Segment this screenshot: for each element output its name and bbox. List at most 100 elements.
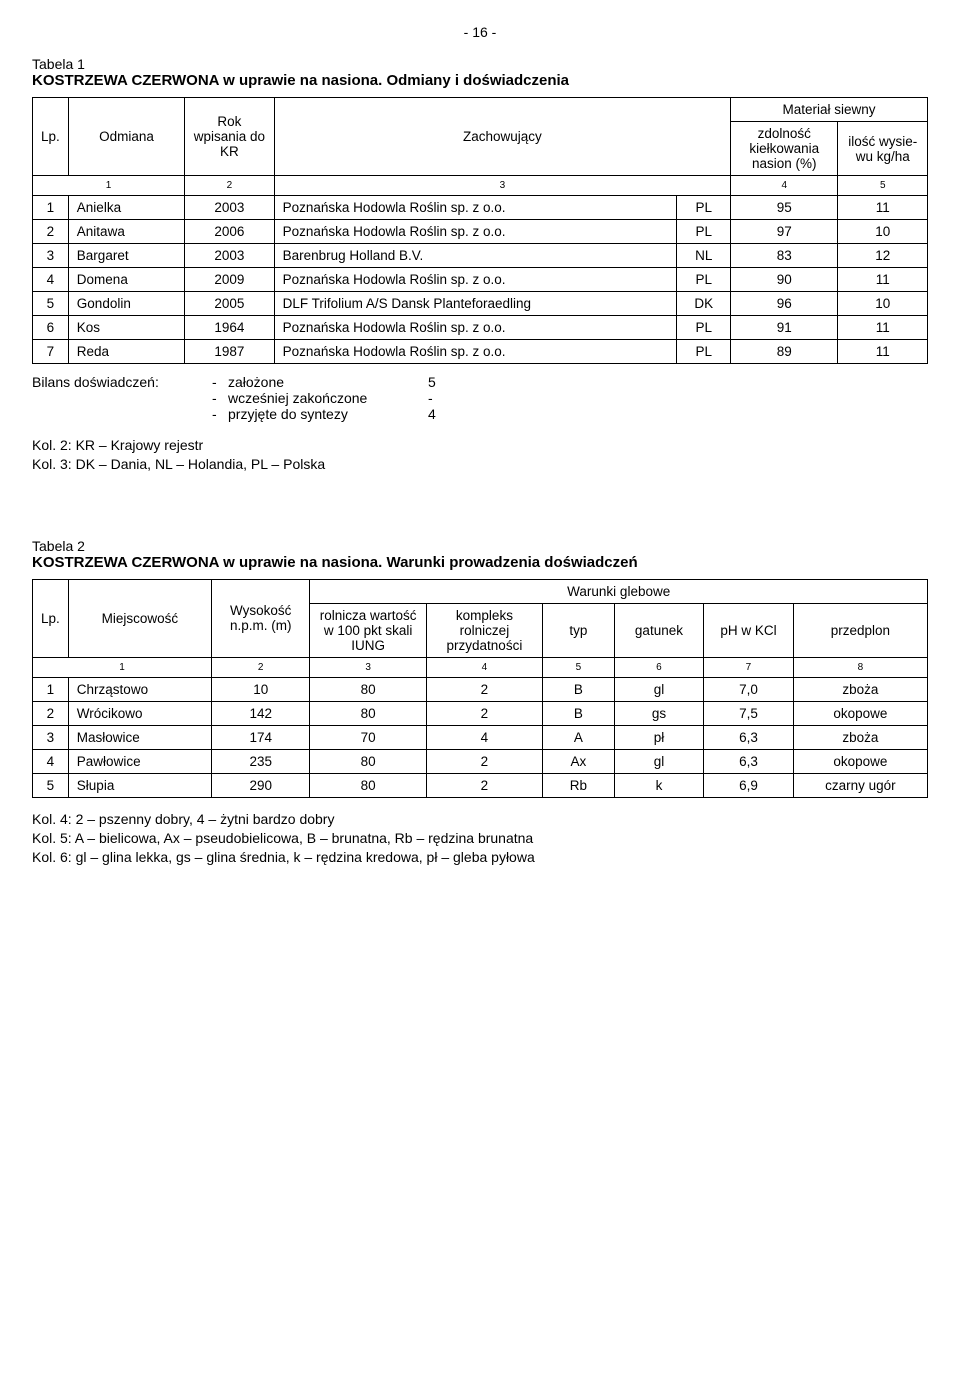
th-zachowujacy: Zachowujący (274, 98, 730, 176)
cell-cc: PL (677, 220, 731, 244)
cell-t: Ax (543, 749, 615, 773)
cell-rate: 10 (838, 292, 928, 316)
cell-w: 235 (211, 749, 309, 773)
cell-n: 4 (33, 268, 69, 292)
cell-year: 1964 (185, 316, 275, 340)
cell-n: 1 (33, 677, 69, 701)
cell-g: gs (614, 701, 704, 725)
bilans-dash: - (212, 374, 228, 390)
kol-note: Kol. 4: 2 – pszenny dobry, 4 – żytni bar… (32, 810, 928, 829)
colnum: 4 (731, 176, 838, 196)
cell-cc: DK (677, 292, 731, 316)
cell-k: 4 (426, 725, 542, 749)
cell-name: Reda (68, 340, 184, 364)
cell-name: Anitawa (68, 220, 184, 244)
cell-germ: 96 (731, 292, 838, 316)
cell-cc: PL (677, 196, 731, 220)
cell-year: 2005 (185, 292, 275, 316)
cell-g: gl (614, 677, 704, 701)
table1-label: Tabela 1 (32, 56, 928, 72)
cell-g: gl (614, 749, 704, 773)
table1: Lp. Odmiana Rok wpisania do KR Zachowują… (32, 97, 928, 364)
cell-w: 142 (211, 701, 309, 725)
table-row: 3Masłowice174704Apł6,3zboża (33, 725, 928, 749)
table-row: 4Pawłowice235802Axgl6,3okopowe (33, 749, 928, 773)
table2-label: Tabela 2 (32, 538, 928, 554)
cell-name: Bargaret (68, 244, 184, 268)
cell-r: 80 (310, 677, 426, 701)
bilans-val: 4 (428, 406, 458, 422)
cell-w: 10 (211, 677, 309, 701)
bilans-text: przyjęte do syntezy (228, 406, 428, 422)
cell-r: 80 (310, 749, 426, 773)
table-row: 3Bargaret2003Barenbrug Holland B.V.NL831… (33, 244, 928, 268)
cell-name: Anielka (68, 196, 184, 220)
cell-n: 5 (33, 292, 69, 316)
cell-m: Słupia (68, 773, 211, 797)
cell-p: 6,3 (704, 749, 794, 773)
colnum: 5 (543, 657, 615, 677)
cell-name: Gondolin (68, 292, 184, 316)
cell-germ: 83 (731, 244, 838, 268)
cell-p: 7,5 (704, 701, 794, 725)
cell-keeper: Barenbrug Holland B.V. (274, 244, 677, 268)
colnum: 6 (614, 657, 704, 677)
cell-rate: 11 (838, 196, 928, 220)
th-ilosc: ilość wysie-wu kg/ha (838, 122, 928, 176)
bilans-val: 5 (428, 374, 458, 390)
cell-w: 290 (211, 773, 309, 797)
cell-rate: 10 (838, 220, 928, 244)
cell-keeper: DLF Trifolium A/S Dansk Planteforaedling (274, 292, 677, 316)
table2-footer-notes: Kol. 4: 2 – pszenny dobry, 4 – żytni bar… (32, 810, 928, 867)
cell-keeper: Poznańska Hodowla Roślin sp. z o.o. (274, 220, 677, 244)
th-odmiana: Odmiana (68, 98, 184, 176)
cell-cc: PL (677, 316, 731, 340)
cell-r: 80 (310, 773, 426, 797)
colnum: 5 (838, 176, 928, 196)
cell-w: 174 (211, 725, 309, 749)
cell-cc: PL (677, 340, 731, 364)
cell-m: Chrząstowo (68, 677, 211, 701)
th-wysokosc: Wysokość n.p.m. (m) (211, 579, 309, 657)
colnum: 4 (426, 657, 542, 677)
cell-pp: czarny ugór (793, 773, 927, 797)
th-lp: Lp. (33, 579, 69, 657)
th-rolnicza: rolnicza wartość w 100 pkt skali IUNG (310, 603, 426, 657)
th-warunki: Warunki glebowe (310, 579, 928, 603)
cell-year: 2009 (185, 268, 275, 292)
cell-pp: okopowe (793, 701, 927, 725)
table2: Lp. Miejscowość Wysokość n.p.m. (m) Waru… (32, 579, 928, 798)
table-row: 4Domena2009Poznańska Hodowla Roślin sp. … (33, 268, 928, 292)
cell-n: 7 (33, 340, 69, 364)
cell-g: pł (614, 725, 704, 749)
table-row: 6Kos1964Poznańska Hodowla Roślin sp. z o… (33, 316, 928, 340)
cell-keeper: Poznańska Hodowla Roślin sp. z o.o. (274, 268, 677, 292)
cell-name: Kos (68, 316, 184, 340)
cell-m: Wrócikowo (68, 701, 211, 725)
cell-g: k (614, 773, 704, 797)
cell-n: 2 (33, 220, 69, 244)
cell-n: 5 (33, 773, 69, 797)
colnum: 2 (211, 657, 309, 677)
cell-rate: 12 (838, 244, 928, 268)
th-rok: Rok wpisania do KR (185, 98, 275, 176)
bilans-label: Bilans doświadczeń: (32, 374, 212, 390)
cell-p: 7,0 (704, 677, 794, 701)
cell-rate: 11 (838, 340, 928, 364)
cell-pp: zboża (793, 725, 927, 749)
table1-kol-notes: Kol. 2: KR – Krajowy rejestr Kol. 3: DK … (32, 436, 928, 474)
cell-p: 6,9 (704, 773, 794, 797)
cell-rate: 11 (838, 268, 928, 292)
cell-germ: 95 (731, 196, 838, 220)
table-row: 2Wrócikowo142802Bgs7,5okopowe (33, 701, 928, 725)
colnum: 2 (185, 176, 275, 196)
th-kompleks: kompleks rolniczej przydatności (426, 603, 542, 657)
cell-n: 1 (33, 196, 69, 220)
th-miejscowosc: Miejscowość (68, 579, 211, 657)
cell-n: 3 (33, 725, 69, 749)
cell-pp: okopowe (793, 749, 927, 773)
table2-title: KOSTRZEWA CZERWONA w uprawie na nasiona.… (32, 554, 928, 571)
cell-germ: 89 (731, 340, 838, 364)
cell-rate: 11 (838, 316, 928, 340)
cell-year: 2006 (185, 220, 275, 244)
